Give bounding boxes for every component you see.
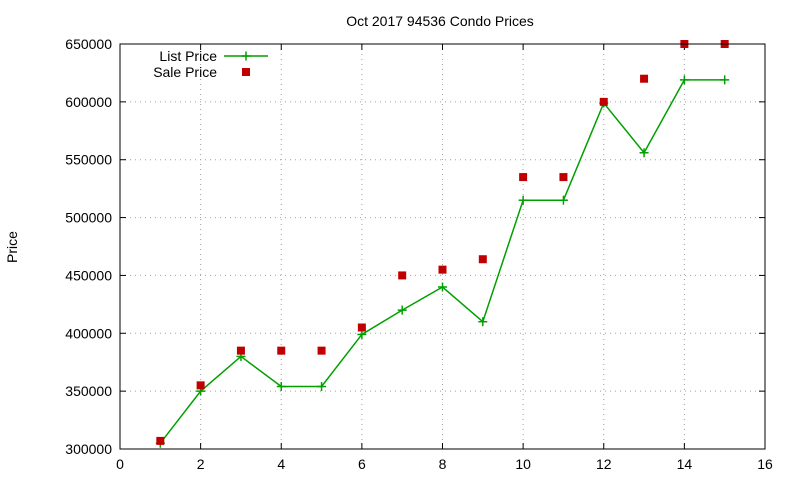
data-point bbox=[518, 195, 528, 205]
grid-lines bbox=[120, 44, 765, 449]
y-tick-label: 650000 bbox=[65, 36, 112, 52]
y-axis-label: Price bbox=[4, 231, 20, 263]
data-point bbox=[397, 305, 407, 315]
data-point bbox=[640, 74, 649, 83]
x-tick-label: 16 bbox=[757, 456, 773, 472]
y-tick-label: 500000 bbox=[65, 210, 112, 226]
x-tick-label: 10 bbox=[515, 456, 531, 472]
y-axis-ticks: 300000 350000 400000 450000 500000 550000 6000… bbox=[65, 36, 765, 457]
data-point bbox=[317, 346, 326, 355]
data-point bbox=[478, 317, 488, 327]
x-tick-label: 2 bbox=[197, 456, 205, 472]
y-tick-label: 550000 bbox=[65, 152, 112, 168]
x-axis-ticks: 0 2 4 6 8 10 12 14 16 bbox=[116, 44, 773, 472]
data-point bbox=[478, 255, 487, 264]
plot-frame bbox=[119, 43, 766, 450]
legend-entry: List Price bbox=[159, 48, 268, 64]
legend-label: List Price bbox=[159, 48, 217, 64]
x-tick-label: 4 bbox=[277, 456, 285, 472]
y-tick-label: 450000 bbox=[65, 267, 112, 283]
legend-marker bbox=[242, 68, 250, 76]
data-point bbox=[317, 382, 327, 392]
legend-entry: Sale Price bbox=[153, 64, 250, 80]
data-point bbox=[438, 265, 447, 274]
legend-marker bbox=[241, 51, 251, 61]
data-point bbox=[357, 323, 366, 332]
y-tick-label: 400000 bbox=[65, 325, 112, 341]
data-point bbox=[599, 97, 608, 106]
chart-title: Oct 2017 94536 Condo Prices bbox=[346, 13, 534, 29]
x-tick-label: 14 bbox=[677, 456, 693, 472]
data-point bbox=[519, 173, 528, 182]
series-layer bbox=[155, 40, 730, 448]
x-tick-label: 0 bbox=[116, 456, 124, 472]
data-point bbox=[438, 282, 447, 292]
data-point bbox=[156, 436, 165, 445]
series-list-price bbox=[155, 75, 730, 448]
data-point bbox=[398, 271, 407, 280]
data-point bbox=[679, 75, 689, 85]
data-point bbox=[639, 148, 649, 158]
data-point bbox=[559, 173, 568, 182]
x-tick-label: 6 bbox=[358, 456, 366, 472]
legend-label: Sale Price bbox=[153, 64, 217, 80]
data-point bbox=[276, 382, 286, 392]
y-tick-label: 350000 bbox=[65, 383, 112, 399]
x-tick-label: 12 bbox=[596, 456, 612, 472]
data-point bbox=[558, 195, 568, 205]
x-tick-label: 8 bbox=[439, 456, 447, 472]
data-point bbox=[720, 75, 730, 85]
y-tick-label: 300000 bbox=[65, 441, 112, 457]
data-point bbox=[196, 381, 205, 390]
data-point bbox=[236, 346, 245, 355]
y-tick-label: 600000 bbox=[65, 94, 112, 110]
data-point bbox=[277, 346, 286, 355]
